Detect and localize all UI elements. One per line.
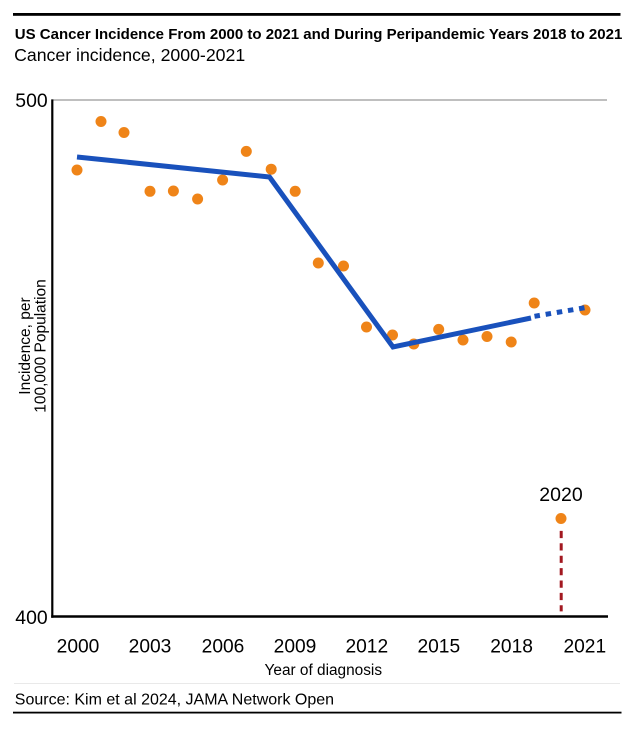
- svg-text:Cancer incidence, 2000-2021: Cancer incidence, 2000-2021: [14, 45, 245, 65]
- svg-text:2012: 2012: [345, 637, 388, 658]
- svg-text:400: 400: [15, 607, 48, 629]
- svg-text:2020: 2020: [539, 484, 583, 506]
- svg-text:US Cancer Incidence From 2000: US Cancer Incidence From 2000 to 2021 an…: [15, 26, 623, 43]
- svg-text:500: 500: [15, 90, 48, 112]
- svg-text:Source: Kim et al 2024, JAMA N: Source: Kim et al 2024, JAMA Network Ope…: [15, 692, 334, 709]
- svg-text:2006: 2006: [202, 637, 245, 658]
- svg-text:2000: 2000: [57, 637, 100, 658]
- svg-text:Year of diagnosis: Year of diagnosis: [265, 662, 383, 679]
- svg-text:2009: 2009: [274, 637, 317, 658]
- svg-text:Incidence, per: Incidence, per: [17, 297, 34, 394]
- svg-text:2021: 2021: [563, 637, 606, 658]
- svg-text:2018: 2018: [490, 637, 533, 658]
- svg-text:100,000 Population: 100,000 Population: [32, 279, 49, 413]
- svg-text:2003: 2003: [129, 637, 172, 658]
- svg-text:2015: 2015: [417, 637, 460, 658]
